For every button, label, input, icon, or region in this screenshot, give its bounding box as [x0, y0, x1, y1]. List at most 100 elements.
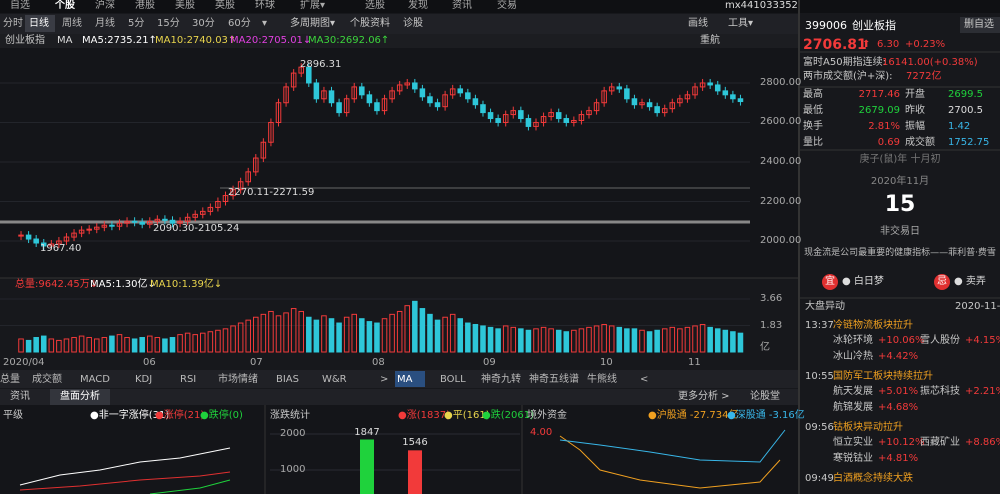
indicator-tab[interactable]: 成交额 [32, 374, 62, 385]
indicator-tab[interactable]: BOLL [440, 374, 466, 385]
indicator-tab[interactable]: 总量 [0, 374, 20, 385]
indicator-tab[interactable]: MA [397, 374, 413, 385]
volume-bar [366, 321, 373, 353]
period-tab[interactable]: 60分 [228, 18, 251, 29]
period-tab[interactable]: ▾ [262, 18, 268, 29]
volume-bar [215, 329, 221, 353]
period-tab[interactable]: 日线 [29, 18, 49, 29]
nav-item[interactable]: 发现 [408, 0, 428, 11]
volume-bar [78, 335, 85, 353]
stock-pct: +4.15% [965, 335, 1000, 346]
profile[interactable]: 个股资料 [350, 18, 390, 29]
candle [563, 118, 570, 123]
volume-bar [389, 313, 395, 353]
nav-item[interactable]: 美股 [175, 0, 195, 11]
nav-item[interactable]: 扩展▾ [300, 0, 326, 11]
stock: 西藏矿业 [920, 437, 960, 448]
ma-value: MA20:2705.01↓ [230, 35, 312, 46]
tab[interactable]: 更多分析 > [678, 391, 730, 402]
candle [608, 86, 615, 92]
candle [131, 220, 138, 223]
pct: +0.23% [905, 39, 946, 50]
volume-bar [328, 318, 335, 353]
nav-item[interactable]: 沪深 [95, 0, 115, 11]
indicator-tab[interactable]: < [640, 374, 649, 385]
indicator-tab[interactable]: W&R [322, 374, 347, 385]
period-tab[interactable]: 分时 [3, 18, 23, 29]
candle [101, 224, 108, 228]
candle [548, 112, 554, 118]
candle [169, 219, 176, 224]
volume-bar [442, 316, 448, 353]
y-tick-label: 2000 [280, 428, 306, 439]
candle [283, 86, 289, 104]
candle [427, 96, 433, 104]
indicator-tab[interactable]: 牛熊线 [587, 374, 617, 385]
indicator-tab[interactable]: RSI [180, 374, 197, 385]
indicator-tab[interactable]: > [380, 374, 389, 385]
stock: 雪人股份 [920, 335, 960, 346]
price-annotation: 1967.40 [40, 243, 82, 254]
volume-tick-label: 1.83 [760, 319, 783, 331]
tools[interactable]: 工具▾ [728, 18, 754, 29]
draw-tool[interactable]: 画线 [688, 18, 708, 29]
candle [525, 118, 532, 127]
indicator-tab[interactable]: BIAS [276, 374, 299, 385]
indicator-tab[interactable]: 神奇九转 [481, 374, 521, 385]
indicator-tab[interactable]: KDJ [135, 374, 153, 385]
candle [321, 90, 327, 100]
candle [343, 98, 350, 114]
bar [360, 439, 374, 494]
multi-period[interactable]: 多周期图▾ [290, 18, 336, 29]
period-tab[interactable]: 5分 [128, 18, 145, 29]
volume-bar [321, 315, 327, 353]
diagnose[interactable]: 诊股 [403, 18, 423, 29]
volume-bar [351, 313, 358, 353]
day: 15 [884, 192, 916, 217]
nav-item[interactable]: 选股 [365, 0, 385, 11]
period-tab[interactable]: 月线 [95, 18, 115, 29]
code: 399006 [805, 18, 847, 32]
candle [699, 82, 706, 88]
nav-item[interactable]: 自选 [10, 0, 30, 11]
indicator-tab[interactable]: MACD [80, 374, 110, 385]
y-tick-label: 2200.00 [760, 195, 802, 207]
tab[interactable]: 盘面分析 [60, 391, 100, 402]
legend: ●平(161) [444, 410, 490, 421]
sign: 宜 [825, 276, 835, 287]
nav-item[interactable]: 英股 [215, 0, 235, 11]
nav-item[interactable]: 资讯 [452, 0, 472, 11]
candle [601, 90, 607, 104]
candle [71, 232, 77, 238]
indicator-tab[interactable]: 神奇五线谱 [529, 374, 579, 385]
volume-bar [578, 328, 585, 353]
y-tick-label: 2600.00 [760, 116, 802, 128]
button[interactable]: 删自选 [964, 19, 994, 30]
volume-bar [245, 319, 251, 353]
period-tab[interactable]: 15分 [157, 18, 180, 29]
candle [177, 220, 183, 224]
reset[interactable]: 重航 [700, 35, 720, 46]
bar-label: 1546 [402, 437, 428, 449]
volume-bar [692, 325, 698, 353]
candle [275, 102, 282, 123]
nav-item[interactable]: 港股 [135, 0, 155, 11]
indicator-tab[interactable]: 市场情绪 [218, 374, 258, 385]
candle [487, 112, 494, 120]
bad: ● 卖弄 [954, 276, 986, 287]
tab[interactable]: 论股堂 [750, 391, 780, 402]
y-tick-label: 1000 [280, 464, 306, 475]
time: 09:56 [805, 422, 834, 433]
legend: ●深股通 -3.16亿 [727, 410, 805, 421]
nav-item[interactable]: 个股 [55, 0, 75, 11]
candle [366, 94, 373, 104]
label: 最低 [803, 105, 823, 116]
nav-item[interactable]: 交易 [497, 0, 517, 11]
date-label: 07 [250, 357, 263, 368]
period-tab[interactable]: 30分 [192, 18, 215, 29]
tab[interactable]: 资讯 [10, 391, 30, 402]
period-tab[interactable]: 周线 [62, 18, 82, 29]
candle [109, 224, 115, 227]
candle [631, 98, 638, 106]
nav-item[interactable]: 环球 [255, 0, 275, 11]
